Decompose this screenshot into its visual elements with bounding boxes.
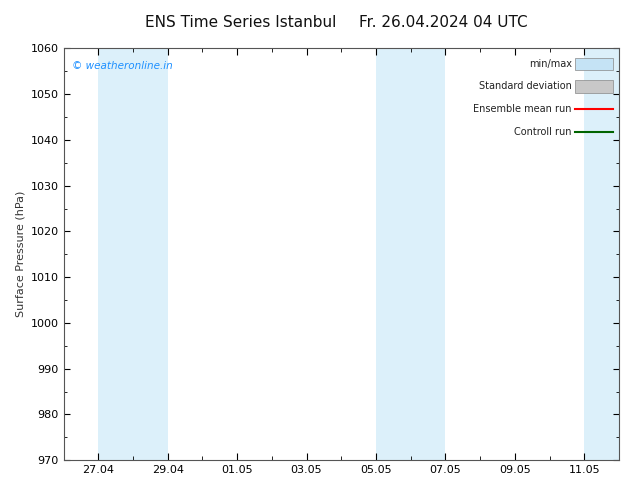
Text: min/max: min/max	[529, 59, 572, 69]
Text: © weatheronline.in: © weatheronline.in	[72, 61, 172, 71]
Bar	[574, 58, 614, 70]
Text: Standard deviation: Standard deviation	[479, 81, 572, 92]
Text: Ensemble mean run: Ensemble mean run	[474, 104, 572, 114]
Text: Fr. 26.04.2024 04 UTC: Fr. 26.04.2024 04 UTC	[359, 15, 528, 30]
Bar	[411, 49, 446, 460]
Bar	[98, 49, 133, 460]
Bar	[133, 49, 167, 460]
Text: Controll run: Controll run	[514, 127, 572, 137]
Bar	[574, 80, 614, 93]
Y-axis label: Surface Pressure (hPa): Surface Pressure (hPa)	[15, 191, 25, 318]
Bar	[585, 49, 619, 460]
Text: ENS Time Series Istanbul: ENS Time Series Istanbul	[145, 15, 337, 30]
Bar	[376, 49, 411, 460]
